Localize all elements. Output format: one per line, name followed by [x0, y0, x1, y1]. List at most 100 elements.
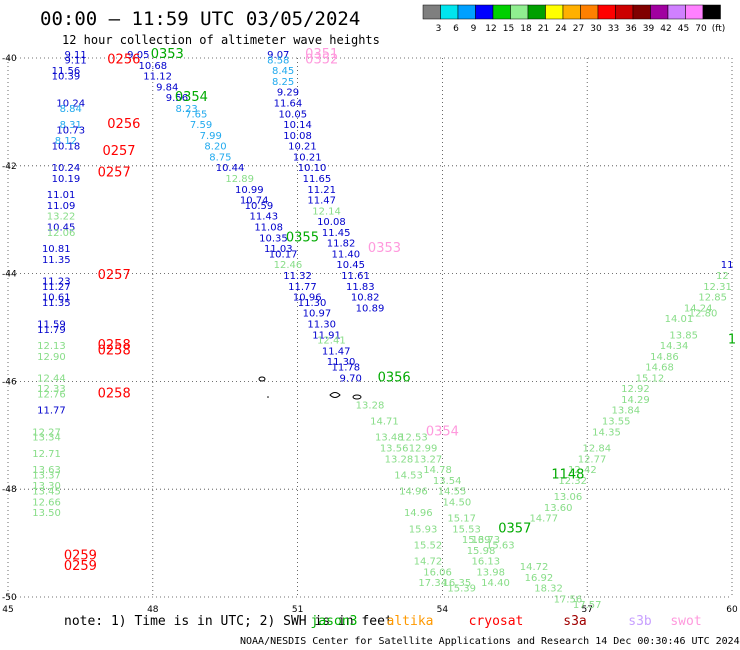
data-point-label: 16.06: [423, 567, 452, 578]
satellite-legend-item: swot: [670, 614, 701, 629]
satellite-legend-item: jason3: [311, 614, 358, 629]
data-point-label: 10.81: [42, 244, 71, 255]
data-point-label: 11.64: [274, 99, 303, 110]
data-point-label: 17.57: [573, 600, 602, 611]
x-tick-label: 51: [292, 605, 303, 615]
data-point-label: 10.61: [42, 293, 71, 304]
data-point-label: 16.35: [443, 578, 472, 589]
track-label: 0355: [286, 230, 319, 245]
data-point-label: 10.17: [269, 249, 298, 260]
data-point-label: 14.71: [370, 417, 399, 428]
data-point-label: 13.28: [356, 400, 385, 411]
scale-swatch: [615, 4, 634, 20]
data-point-label: 7.59: [190, 120, 212, 131]
data-point-label: 9.56: [166, 93, 188, 104]
data-point-label: 12.14: [312, 206, 341, 217]
data-point-label: 8.58: [267, 55, 289, 66]
data-point-label: 11.03: [264, 244, 293, 255]
data-point-label: 12.76: [37, 390, 66, 401]
island-outlines: [258, 376, 362, 400]
track-label: 0258: [98, 338, 131, 353]
track-label: 0256: [107, 117, 140, 132]
x-tick-label: 54: [437, 605, 449, 615]
data-point-label: 13.30: [32, 481, 61, 492]
data-point-label: 14.34: [660, 341, 689, 352]
data-point-label: 14.96: [399, 487, 428, 498]
track-label: 0258: [98, 387, 131, 402]
data-point-label: 11.45: [322, 228, 351, 239]
scale-swatch: [475, 4, 494, 20]
track-label: 0354: [175, 90, 208, 105]
data-point-label: 15.63: [486, 540, 515, 551]
track-label: 0256: [107, 52, 140, 67]
data-point-label: 10.35: [259, 233, 288, 244]
data-point-label: 14.35: [592, 427, 621, 438]
scale-swatch: [545, 4, 564, 20]
data-point-label: 9.84: [156, 82, 178, 93]
scale-tick-label: 12: [485, 24, 496, 34]
data-point-label: 11.77: [37, 406, 66, 417]
data-point-label: 12.92: [621, 384, 650, 395]
data-point-label: 13.27: [414, 454, 443, 465]
data-point-label: 13.85: [669, 330, 698, 341]
data-point-label: 12.42: [568, 465, 597, 476]
x-tick-label: 57: [581, 605, 592, 615]
data-point-label: 13.34: [32, 433, 61, 444]
data-point-label: 11.91: [312, 330, 341, 341]
data-point-label: 10.24: [56, 99, 85, 110]
data-point-label: 9.11: [64, 50, 86, 61]
data-point-label: 7.65: [185, 109, 207, 120]
satellite-legend-item: cryosat: [469, 614, 524, 629]
data-point-label: 12: [716, 271, 729, 282]
data-point-label: 10.21: [293, 152, 322, 163]
y-tick-label: -40: [2, 54, 17, 64]
scale-tick-label: 45: [678, 24, 689, 34]
satellite-legend-item: s3b: [628, 614, 652, 629]
data-point-label: 17.34: [418, 578, 447, 589]
track-label: 0354: [426, 424, 459, 439]
data-point-label: 11.59: [37, 320, 66, 331]
note-text: note: 1) Time is in UTC; 2) SWH is in fe…: [64, 614, 393, 629]
data-point-label: 10.05: [278, 109, 307, 120]
data-point-label: 11.12: [143, 72, 172, 83]
track-label: 0353: [368, 241, 401, 256]
data-point-label: 13.28: [385, 454, 414, 465]
data-point-label: 13.60: [544, 503, 573, 514]
data-point-label: 10.14: [283, 120, 312, 131]
data-point-label: 12.77: [578, 454, 607, 465]
data-point-label: 11.32: [283, 271, 312, 282]
chart-title: 00:00 – 11:59 UTC 03/05/2024: [40, 8, 360, 30]
data-point-label: 11.47: [307, 196, 336, 207]
scale-swatch: [702, 4, 721, 20]
observation-points: 9.119.11 9.0510.6811.129.849.568.237.657.…: [32, 50, 733, 611]
data-point-label: 11.35: [42, 255, 71, 266]
scale-swatch: [527, 4, 546, 20]
scale-tick-label: 24: [555, 24, 567, 34]
track-label: 0259: [64, 548, 97, 563]
data-point-label: 10.08: [283, 131, 312, 142]
data-point-label: 15.52: [414, 540, 443, 551]
track-label: 0258: [98, 343, 131, 358]
satellite-legend-item: altika: [387, 614, 434, 629]
data-point-label: 9.07: [267, 50, 289, 61]
data-point-label: 10.45: [336, 260, 365, 271]
data-point-label: 15.39: [447, 584, 476, 595]
data-point-label: 11.65: [303, 174, 332, 185]
track-labels: 0353 0354 0355 0356 0357 1148 1 0256 0256 0257 025…: [64, 47, 736, 574]
data-point-label: 11.01: [47, 190, 76, 201]
data-point-label: 11.83: [346, 282, 375, 293]
data-point-label: 9.29: [277, 88, 299, 99]
data-point-label: 11.40: [332, 249, 361, 260]
data-point-label: 14.96: [404, 508, 433, 519]
data-point-label: 10.08: [317, 217, 346, 228]
data-point-label: 10.21: [288, 142, 317, 153]
data-point-label: 13.56: [380, 443, 409, 454]
data-point-label: 10.10: [298, 163, 327, 174]
chart-subtitle: 12 hour collection of altimeter wave hei…: [62, 33, 380, 47]
scale-tick-label: 15: [503, 24, 514, 34]
scale-swatch: [440, 4, 459, 20]
data-point-label: 13.06: [554, 492, 583, 503]
data-point-label: 13.98: [476, 567, 505, 578]
data-point-label: 13.84: [611, 406, 640, 417]
